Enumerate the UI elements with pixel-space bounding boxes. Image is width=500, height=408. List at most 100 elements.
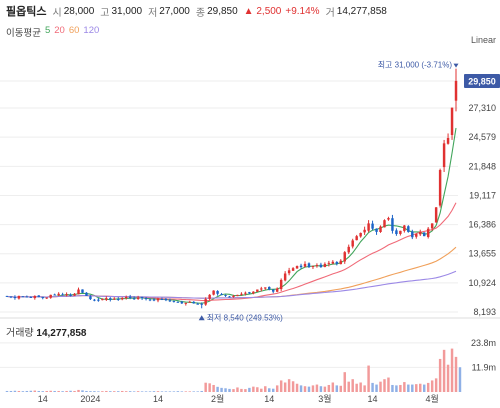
candle-body <box>45 297 48 299</box>
volume-bar <box>45 390 48 392</box>
candle <box>422 232 426 237</box>
candle <box>117 297 120 301</box>
candle-body <box>156 298 160 301</box>
candle <box>25 295 29 298</box>
volume-bar <box>315 384 319 392</box>
candle-body <box>446 138 450 144</box>
volume-bar <box>295 383 299 392</box>
candle-body <box>89 296 92 300</box>
current-price-label: 29,850 <box>468 76 496 86</box>
volume-bar <box>232 389 235 392</box>
candle-body <box>9 296 13 298</box>
candle <box>224 294 227 297</box>
candle-body <box>120 298 124 300</box>
candle <box>77 287 80 295</box>
y-tick-label: 21,848 <box>468 161 496 171</box>
candle <box>148 298 152 302</box>
ma-20-label[interactable]: 20 <box>54 25 65 36</box>
volume-bar <box>117 391 120 392</box>
candle <box>136 295 140 300</box>
volume-bar <box>97 391 100 392</box>
volume-bar <box>164 391 168 392</box>
volume-bar <box>101 391 104 392</box>
candle <box>13 295 17 300</box>
scale-mode-toggle[interactable]: Linear <box>470 35 496 45</box>
candle-body <box>220 294 223 296</box>
ma-5-label[interactable]: 5 <box>44 25 51 36</box>
candle-body <box>113 298 116 300</box>
candle <box>236 294 239 297</box>
candle-body <box>387 218 390 220</box>
volume-bar <box>57 390 60 392</box>
candle <box>419 229 422 236</box>
candle <box>319 262 323 268</box>
candle-body <box>73 293 76 296</box>
candle-body <box>224 294 227 296</box>
volume-bar <box>196 391 199 392</box>
candle <box>81 289 84 294</box>
volume-bar <box>25 390 29 392</box>
volume-bar <box>41 391 44 392</box>
volume-bar <box>307 386 311 392</box>
ma-120-line <box>6 270 457 299</box>
candle-body <box>442 143 446 168</box>
volume-bar <box>208 383 211 392</box>
candle-body <box>176 301 180 303</box>
candle-body <box>359 232 362 237</box>
candle <box>65 292 68 297</box>
candle-body <box>303 263 307 267</box>
volume-bar <box>113 391 116 392</box>
volume-bar <box>299 385 303 392</box>
candle-body <box>93 299 96 301</box>
candle <box>180 300 184 304</box>
volume-bar <box>339 385 343 392</box>
volume-bar <box>73 390 76 392</box>
candle-body <box>37 295 41 297</box>
candle <box>156 297 160 303</box>
candle-body <box>299 265 303 268</box>
volume-bar <box>13 390 17 392</box>
candle <box>85 292 88 296</box>
volume-bar <box>220 387 223 392</box>
volume-bar <box>77 389 80 392</box>
candle-body <box>371 223 374 229</box>
candle <box>383 219 386 228</box>
candle <box>37 295 41 298</box>
candle-body <box>124 296 128 298</box>
candle <box>105 296 108 301</box>
candle-body <box>85 292 88 296</box>
x-tick-label: 2월 <box>211 393 224 404</box>
candle-body <box>200 303 203 305</box>
candle-body <box>204 299 207 305</box>
volume-bar <box>343 372 346 392</box>
ma-60-label[interactable]: 60 <box>68 25 80 36</box>
candle <box>415 233 418 239</box>
candle <box>339 259 343 265</box>
volume-bar <box>422 384 426 392</box>
candle-body <box>307 263 311 268</box>
candle <box>248 291 251 295</box>
volume-bar <box>37 390 41 392</box>
volume-bar <box>268 388 271 392</box>
candle-body <box>339 260 343 265</box>
volume-bar <box>450 348 454 392</box>
candle <box>303 261 307 268</box>
volume-bar <box>132 391 136 392</box>
volume-bar <box>180 391 184 392</box>
close-label: 종 <box>195 7 206 19</box>
ma-5-line <box>6 127 457 304</box>
x-tick-label: 2024 <box>80 394 100 404</box>
open-label: 시 <box>52 7 62 19</box>
candle-body <box>164 298 168 301</box>
volume-bar <box>442 349 446 392</box>
candle <box>347 244 350 254</box>
candle-body <box>268 286 271 290</box>
candle <box>144 297 148 301</box>
volume-bar <box>335 385 339 392</box>
candle-body <box>41 296 44 299</box>
ma-120-label[interactable]: 120 <box>83 25 100 36</box>
candle <box>132 296 136 300</box>
candle <box>232 294 235 298</box>
candle-body <box>399 230 402 234</box>
